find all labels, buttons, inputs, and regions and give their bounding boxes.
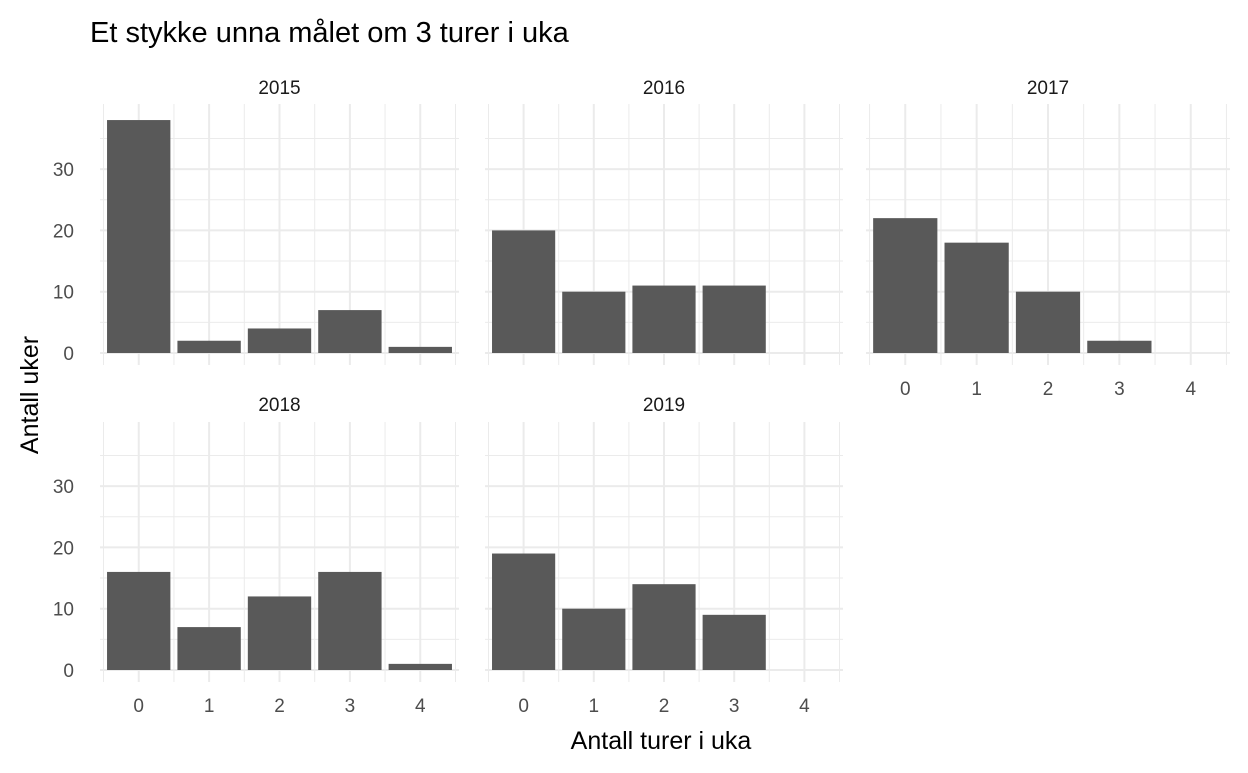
y-axis-label: Antall uker xyxy=(16,336,44,454)
bar-2019-2 xyxy=(632,584,696,670)
bar-2015-2 xyxy=(247,328,312,353)
facet-strip-label: 2019 xyxy=(643,395,685,416)
x-tick-label: 0 xyxy=(518,696,529,717)
bar-2017-3 xyxy=(1087,340,1152,353)
x-tick-label: 2 xyxy=(1043,379,1054,400)
x-axis-label: Antall turer i uka xyxy=(571,727,752,755)
facet-panel-2017: 2017 0 1 2 3 4 xyxy=(866,78,1230,400)
bar-2016-0 xyxy=(492,230,556,353)
x-tick-label: 3 xyxy=(729,696,740,717)
facet-panel-2018: 2018 0 10 20 30 0 1 2 3 4 xyxy=(53,395,459,717)
x-tick-label: 1 xyxy=(971,379,982,400)
x-tick-label: 1 xyxy=(589,696,600,717)
bar-2017-1 xyxy=(944,242,1009,353)
bar-2018-2 xyxy=(247,596,312,670)
x-tick-label: 4 xyxy=(1185,379,1196,400)
y-tick-label: 0 xyxy=(63,661,74,682)
y-tick-label: 10 xyxy=(53,283,74,304)
facet-strip-label: 2018 xyxy=(258,395,300,416)
x-tick-label: 2 xyxy=(274,696,285,717)
y-tick-label: 30 xyxy=(53,477,74,498)
facet-panel-2015: 2015 0 10 20 30 xyxy=(53,78,459,365)
facet-strip-label: 2017 xyxy=(1027,78,1069,99)
bar-2018-1 xyxy=(177,627,241,670)
x-tick-label: 4 xyxy=(415,696,426,717)
bar-2017-0 xyxy=(873,218,938,353)
x-tick-label: 0 xyxy=(133,696,144,717)
x-tick-label: 2 xyxy=(659,696,670,717)
y-tick-label: 30 xyxy=(53,160,74,181)
y-tick-label: 20 xyxy=(53,221,74,242)
y-tick-label: 10 xyxy=(53,600,74,621)
bar-2015-0 xyxy=(107,120,171,353)
x-tick-label: 4 xyxy=(799,696,810,717)
bar-2016-1 xyxy=(562,291,626,353)
bar-2016-3 xyxy=(702,285,766,353)
bar-2017-2 xyxy=(1015,291,1081,353)
bar-2016-2 xyxy=(632,285,696,353)
x-tick-label: 0 xyxy=(900,379,911,400)
bar-2015-1 xyxy=(177,340,241,353)
x-tick-label: 3 xyxy=(345,696,356,717)
bar-2018-3 xyxy=(318,571,382,670)
chart-title: Et stykke unna målet om 3 turer i uka xyxy=(90,17,570,49)
y-tick-label: 0 xyxy=(63,344,74,365)
facet-strip-label: 2016 xyxy=(643,78,685,99)
bar-2015-4 xyxy=(388,346,452,353)
bar-2015-3 xyxy=(318,310,382,353)
x-tick-label: 1 xyxy=(204,696,215,717)
x-tick-label: 3 xyxy=(1114,379,1125,400)
bar-2018-4 xyxy=(388,663,452,670)
bar-2019-0 xyxy=(492,553,556,670)
bar-2018-0 xyxy=(107,571,171,670)
bar-2019-3 xyxy=(702,614,766,670)
facet-panel-2019: 2019 0 1 2 3 4 xyxy=(485,395,843,717)
bar-2019-1 xyxy=(562,608,626,670)
facet-strip-label: 2015 xyxy=(258,78,300,99)
y-tick-label: 20 xyxy=(53,538,74,559)
facet-panel-2016: 2016 xyxy=(485,78,843,365)
